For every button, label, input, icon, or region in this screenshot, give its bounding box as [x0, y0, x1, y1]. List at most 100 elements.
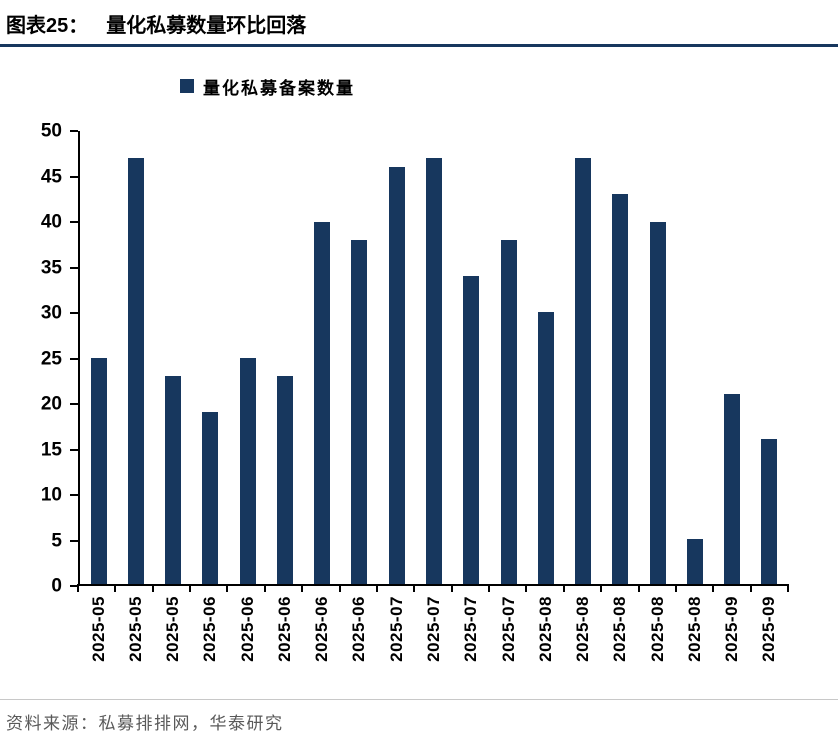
figure-number-label: 图表25：: [6, 15, 89, 37]
x-tick-label: 2025-05: [125, 596, 145, 662]
bar: [202, 411, 219, 584]
x-tick-label: 2025-06: [237, 596, 257, 662]
bar-slot: [341, 131, 378, 584]
figure-header: 图表25： 量化私募数量环比回落: [0, 0, 838, 47]
x-tick-mark: [488, 584, 491, 592]
x-tick-mark: [151, 584, 154, 592]
x-tick-label: 2025-06: [312, 596, 332, 662]
x-tick-mark: [562, 584, 565, 592]
y-tick-label: 40: [40, 211, 62, 233]
figure-footer: 资料来源：私募排排网，华泰研究: [0, 699, 838, 734]
bar: [724, 393, 741, 584]
x-tick-label: 2025-07: [386, 596, 406, 662]
bar-slot: [602, 131, 639, 584]
x-tick-label: 2025-08: [647, 596, 667, 662]
bar: [612, 194, 629, 584]
x-label-slot: 2025-07: [378, 596, 415, 662]
x-tick-mark: [525, 584, 528, 592]
x-label-slot: 2025-08: [639, 596, 676, 662]
x-label-slot: 2025-06: [192, 596, 229, 662]
x-tick-label: 2025-06: [200, 596, 220, 662]
x-tick-label: 2025-07: [424, 596, 444, 662]
y-tick-mark: [70, 494, 78, 496]
x-tick-label: 2025-08: [684, 596, 704, 662]
figure-title: 量化私募数量环比回落: [106, 15, 307, 37]
bar: [537, 312, 554, 584]
bar: [90, 357, 107, 584]
y-tick-mark: [70, 585, 78, 587]
x-tick-mark: [674, 584, 677, 592]
x-tick-label: 2025-06: [349, 596, 369, 662]
y-tick-mark: [70, 357, 78, 360]
x-tick-mark: [413, 584, 416, 592]
legend-series-label: 量化私募备案数量: [203, 78, 355, 98]
bar: [649, 221, 666, 584]
y-tick-mark: [70, 539, 78, 542]
bar-slot: [564, 131, 601, 584]
plot-area: 2025-05 2025-05 2025-05 2025-06 2025-06 2025-…: [77, 131, 789, 662]
bar: [686, 538, 703, 584]
x-tick-mark: [749, 584, 752, 592]
x-label-slot: 2025-07: [415, 596, 452, 662]
x-tick-mark: [338, 584, 341, 592]
bar-slot: [751, 131, 788, 584]
x-tick-mark: [263, 584, 266, 592]
bar-slot: [155, 131, 192, 584]
x-label-slot: 2025-06: [229, 596, 266, 662]
bar-slot: [378, 131, 415, 584]
bar: [463, 275, 480, 584]
x-tick-mark: [600, 584, 603, 592]
bar: [239, 357, 256, 584]
x-tick-label: 2025-07: [461, 596, 481, 662]
y-tick-label: 35: [40, 257, 62, 278]
y-tick-label: 25: [40, 348, 62, 369]
bar: [426, 158, 443, 584]
bar-slot: [527, 131, 564, 584]
x-tick-mark: [637, 584, 640, 592]
bar: [165, 375, 182, 584]
x-label-slot: 2025-06: [304, 596, 341, 662]
bar-slot: [676, 131, 713, 584]
bar-slot: [266, 131, 303, 584]
x-tick-mark: [712, 584, 715, 592]
x-tick-label: 2025-05: [88, 596, 108, 662]
bar-slot: [714, 131, 751, 584]
x-tick-mark: [301, 584, 304, 592]
bar-slot: [229, 131, 266, 584]
x-tick-label: 2025-05: [163, 596, 183, 662]
x-tick-label: 2025-08: [573, 596, 593, 662]
y-tick-mark: [70, 312, 78, 314]
x-tick-mark: [226, 584, 229, 592]
x-label-slot: 2025-05: [80, 596, 117, 662]
y-tick-mark: [70, 266, 78, 269]
x-tick-mark: [114, 584, 117, 592]
y-tick-mark: [70, 403, 78, 405]
bar-slot: [192, 131, 229, 584]
x-tick-label: 2025-09: [722, 596, 742, 662]
bar-slot: [490, 131, 527, 584]
bar: [314, 221, 331, 584]
x-label-slot: 2025-08: [676, 596, 713, 662]
x-label-slot: 2025-06: [341, 596, 378, 662]
legend-square-marker: [180, 79, 194, 93]
bar: [127, 158, 144, 584]
x-label-slot: 2025-07: [490, 596, 527, 662]
bar: [761, 439, 778, 584]
x-tick-mark: [189, 584, 192, 592]
chart-legend: 量化私募备案数量: [180, 75, 838, 98]
x-tick-label: 2025-09: [759, 596, 779, 662]
x-tick-mark: [375, 584, 378, 592]
x-labels: 2025-05 2025-05 2025-05 2025-06 2025-06 2025-…: [80, 596, 788, 662]
y-tick-label: 20: [40, 393, 62, 415]
bar-slot: [117, 131, 154, 584]
bar-chart: 0 5 10 15 20 25 30 35 40 45 50 2025-05 2025-05 2025-…: [0, 122, 838, 693]
y-tick-label: 15: [40, 439, 62, 460]
bar: [276, 375, 293, 584]
y-tick-label: 30: [40, 302, 62, 324]
x-label-slot: 2025-08: [527, 596, 564, 662]
x-label-slot: 2025-07: [453, 596, 490, 662]
bar: [575, 158, 592, 584]
x-tick-label: 2025-07: [498, 596, 518, 662]
x-ticks: [77, 584, 789, 592]
